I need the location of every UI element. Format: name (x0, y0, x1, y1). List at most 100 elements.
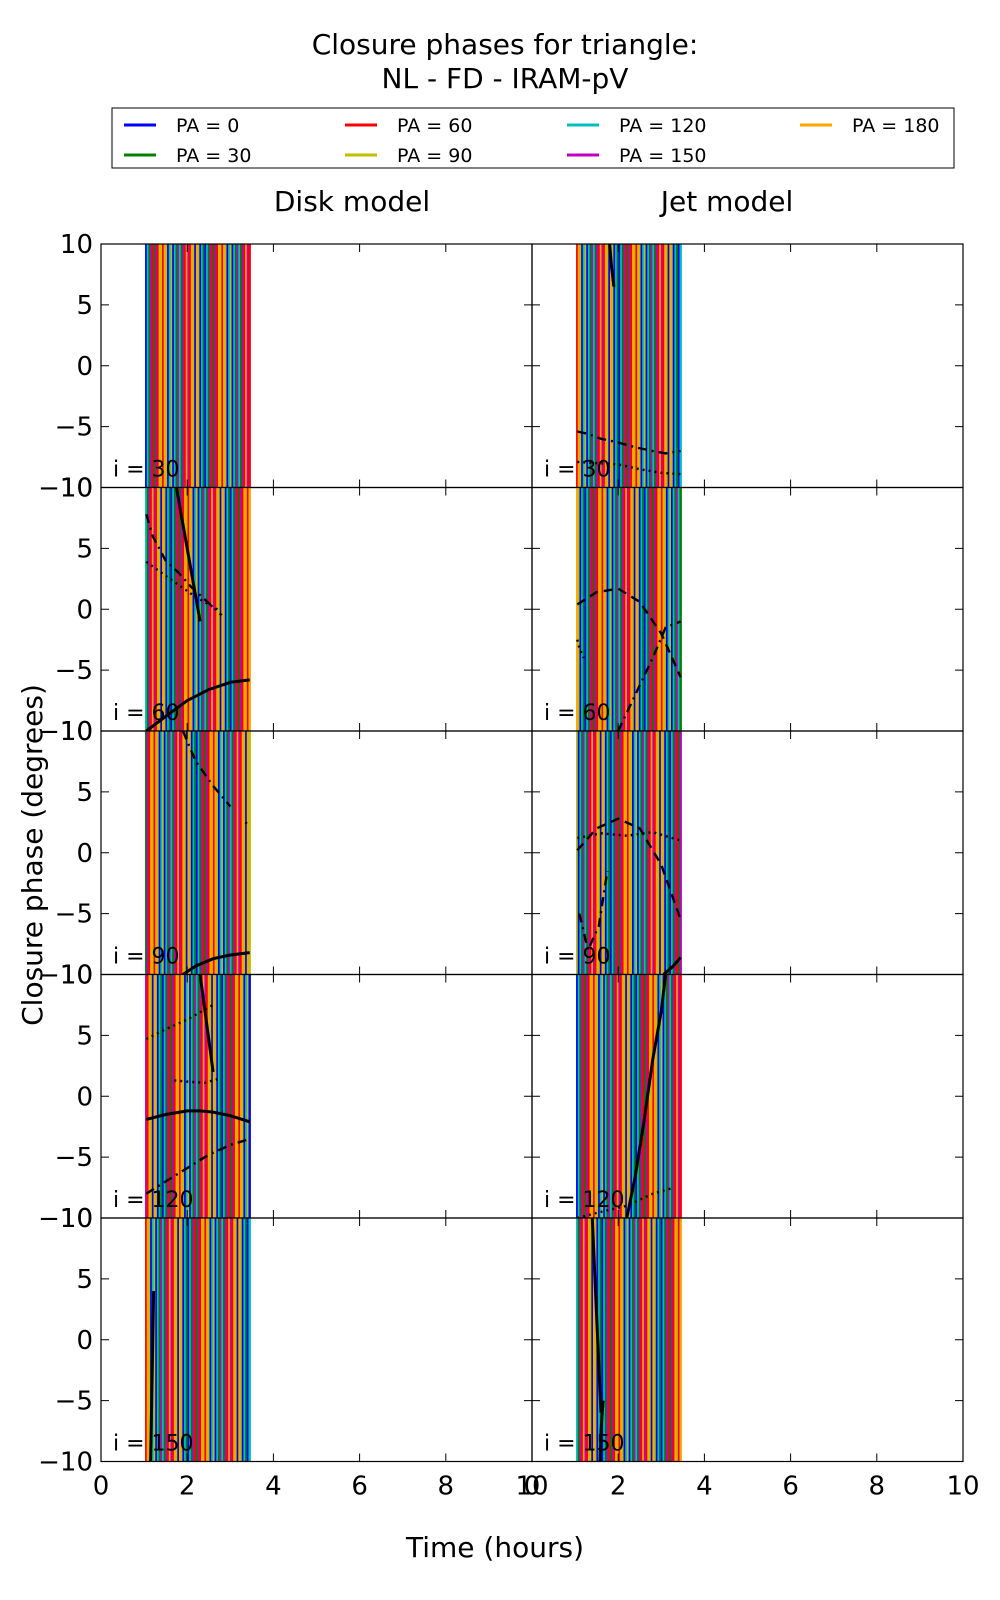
y-tick-label: −10 (38, 1204, 93, 1234)
y-tick-label: 10 (60, 961, 93, 991)
panel-jet-row-2: i = 90 (531, 730, 964, 976)
x-tick-label: 0 (524, 1472, 541, 1502)
y-tick-label: −5 (55, 900, 93, 930)
panel-disk-row-2: i = 90 10 5 0 −5 −10 (38, 717, 533, 991)
x-tick-label: 0 (93, 1472, 110, 1502)
panel-disk-row-0: i = 30 10 5 0 −5 −10 (38, 230, 533, 504)
column-title-disk: Disk model (274, 185, 430, 218)
chart-title: Closure phases for triangle: (312, 28, 699, 61)
legend-label-3: PA = 90 (397, 145, 472, 167)
y-tick-label: −10 (38, 474, 93, 504)
model-curve-dashdot (617, 620, 682, 731)
x-tick-label: 6 (351, 1472, 368, 1502)
legend-label-4: PA = 120 (619, 115, 707, 137)
y-tick-label: 0 (76, 1082, 93, 1112)
y-tick-label: −5 (55, 1143, 93, 1173)
panel-jet-row-1: i = 60 (531, 486, 964, 732)
legend-label-0: PA = 0 (176, 115, 239, 137)
model-curve-solid (608, 244, 616, 287)
model-curve-dotted (145, 560, 218, 611)
panel-plot-area (145, 731, 251, 975)
legend: PA = 0 PA = 30 PA = 60 PA = 90 PA = 120 PA = … (111, 107, 955, 169)
legend-label-5: PA = 150 (619, 145, 707, 167)
model-curve-solid (662, 956, 682, 975)
y-tick-label: 0 (76, 595, 93, 625)
inclination-label: i = 120 (113, 1188, 194, 1213)
panel-plot-area (576, 487, 682, 731)
panel-plot-area (145, 1218, 251, 1462)
model-curve-dashed (576, 817, 682, 921)
y-tick-label: 10 (60, 717, 93, 747)
legend-label-1: PA = 30 (176, 145, 251, 167)
y-tick-label: −5 (55, 413, 93, 443)
panel-disk-row-3: i = 120 10 5 0 −5 −10 (38, 961, 533, 1234)
model-curve-dashdot (578, 870, 609, 954)
model-curve-solid (625, 974, 668, 1218)
y-tick-label: 10 (60, 474, 93, 504)
y-tick-label: 10 (60, 230, 93, 260)
x-tick-label: 2 (610, 1472, 627, 1502)
y-tick-label: 5 (76, 534, 93, 564)
y-tick-label: −5 (55, 1387, 93, 1417)
model-curve-solid (590, 1218, 603, 1413)
model-curve-solid (598, 1400, 605, 1462)
panel-jet-row-3: i = 120 (531, 973, 964, 1219)
legend-label-6: PA = 180 (852, 115, 940, 137)
inclination-label: i = 60 (544, 701, 611, 726)
x-tick-label: 2 (179, 1472, 196, 1502)
y-tick-label: −10 (38, 961, 93, 991)
inclination-label: i = 30 (544, 458, 611, 483)
y-tick-label: 10 (60, 1204, 93, 1234)
model-curve-dotted (244, 821, 251, 827)
panel-disk-row-1: i = 60 10 5 0 −5 −10 (38, 474, 533, 747)
y-tick-label: 5 (76, 778, 93, 808)
x-tick-label: 10 (515, 1472, 548, 1502)
panel-plot-area (576, 731, 682, 975)
chart-subtitle: NL - FD - IRAM-pV (382, 62, 629, 95)
model-curve-solid (145, 1109, 251, 1124)
model-curve-solid (145, 678, 250, 731)
inclination-label: i = 90 (113, 945, 180, 970)
inclination-label: i = 90 (544, 945, 611, 970)
model-curve-solid (182, 951, 250, 975)
panel-jet-row-0: i = 30 (531, 243, 964, 489)
legend-box (111, 107, 955, 169)
y-tick-label: 0 (76, 839, 93, 869)
model-curve-dashdot (145, 513, 223, 617)
column-title-jet: Jet model (659, 185, 794, 218)
model-curve-dashed (576, 587, 682, 678)
panel-plot-area (576, 1218, 682, 1462)
x-tick-label: 4 (265, 1472, 282, 1502)
panel-plot-area (145, 487, 251, 731)
model-curve-dotted (174, 1078, 218, 1085)
x-tick-label: 6 (782, 1472, 799, 1502)
model-curve-dotted (577, 830, 682, 842)
y-tick-label: 5 (76, 1265, 93, 1295)
inclination-label: i = 60 (113, 701, 180, 726)
model-curve-solid (149, 1290, 156, 1462)
panel-plot-area (145, 244, 251, 488)
x-tick-label: 8 (869, 1472, 886, 1502)
y-tick-label: 0 (76, 352, 93, 382)
legend-label-2: PA = 60 (397, 115, 472, 137)
inclination-label: i = 150 (113, 1432, 194, 1457)
y-tick-label: −10 (38, 1448, 93, 1478)
x-tick-label: 8 (438, 1472, 455, 1502)
inclination-label: i = 150 (544, 1432, 625, 1457)
y-tick-label: 5 (76, 1021, 93, 1051)
model-curve-dashdot (577, 430, 681, 455)
y-tick-label: 5 (76, 291, 93, 321)
model-curve-solid (198, 974, 215, 1073)
panel-plot-area (145, 974, 251, 1218)
panel-plot-area (576, 974, 682, 1218)
x-axis-label: Time (hours) (405, 1531, 584, 1564)
y-tick-label: −10 (38, 717, 93, 747)
inclination-label: i = 120 (544, 1188, 625, 1213)
panel-plot-area (576, 244, 682, 488)
y-axis-label: Closure phase (degrees) (16, 684, 49, 1026)
y-tick-label: 0 (76, 1326, 93, 1356)
